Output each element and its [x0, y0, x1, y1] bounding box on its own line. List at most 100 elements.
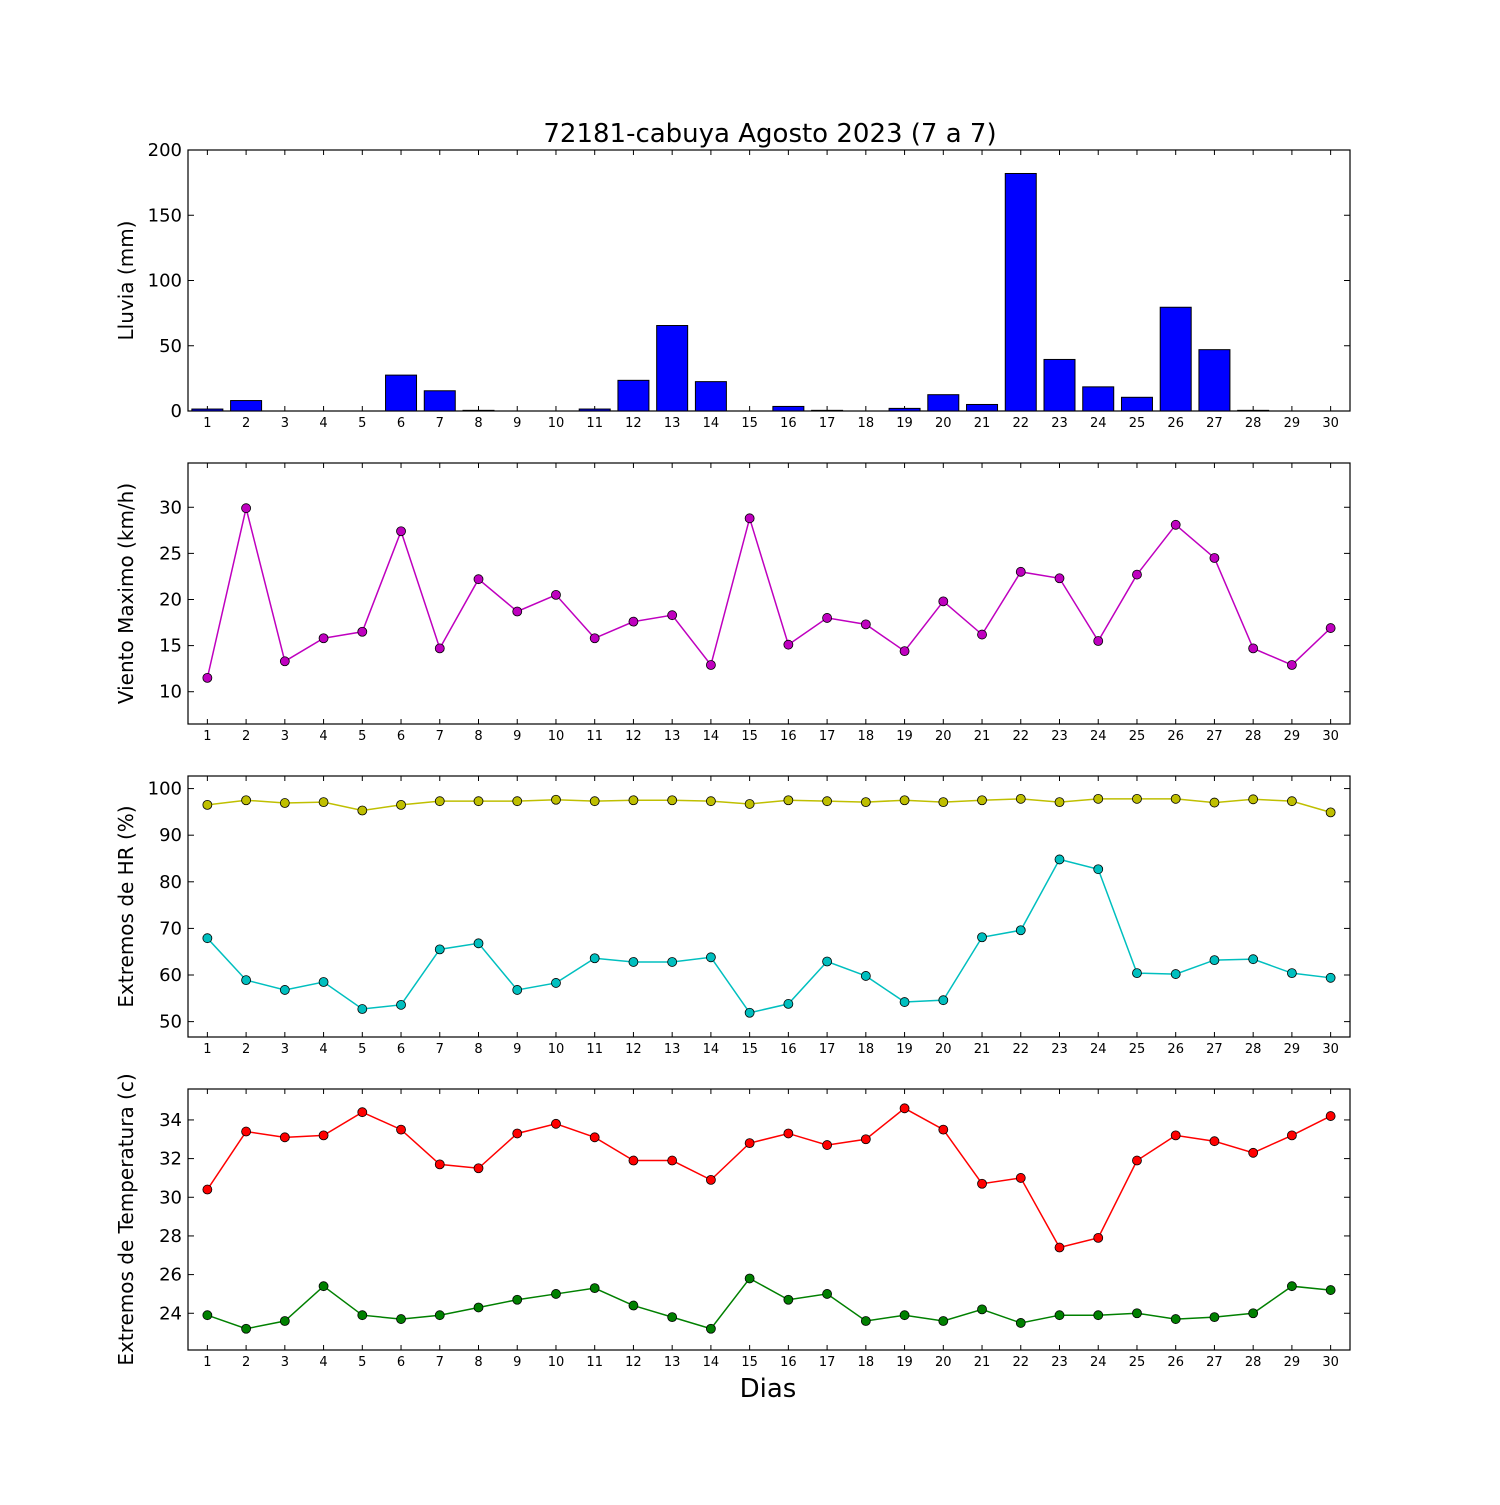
- x-tick-label: 17: [819, 1355, 836, 1370]
- x-tick-label: 6: [397, 729, 405, 744]
- data-point: [1287, 796, 1297, 807]
- x-tick-label: 22: [1012, 729, 1029, 744]
- x-tick-label: 15: [741, 1355, 758, 1370]
- y-tick-label: 100: [148, 271, 182, 292]
- x-tick-label: 14: [703, 416, 720, 431]
- data-point: [589, 796, 600, 807]
- x-tick-label: 5: [358, 1042, 366, 1057]
- x-tick-label: 10: [548, 729, 565, 744]
- x-tick-label: 29: [1284, 416, 1301, 431]
- data-point: [1015, 1173, 1026, 1183]
- bar: [1043, 358, 1076, 412]
- data-point: [1325, 1111, 1336, 1121]
- x-tick-label: 20: [935, 1042, 952, 1057]
- x-tick-label: 16: [780, 729, 797, 744]
- data-point: [899, 997, 910, 1007]
- data-point: [667, 1312, 678, 1323]
- x-tick-label: 17: [819, 729, 836, 744]
- x-tick-label: 3: [281, 729, 289, 744]
- y-tick-label: 200: [148, 140, 182, 161]
- x-tick-label: 18: [858, 416, 875, 431]
- data-point: [783, 639, 794, 650]
- data-point: [860, 797, 871, 807]
- data-point: [1209, 955, 1220, 965]
- x-tick-label: 15: [741, 416, 758, 431]
- data-point: [667, 1155, 678, 1166]
- bar: [1082, 386, 1115, 412]
- x-tick-label: 11: [586, 1355, 603, 1370]
- x-tick-label: 28: [1245, 1042, 1262, 1057]
- data-point: [1325, 807, 1336, 818]
- bar: [811, 409, 844, 412]
- data-point: [977, 932, 987, 943]
- data-point: [1015, 566, 1026, 577]
- data-point: [783, 1294, 794, 1305]
- y-tick-label: 50: [159, 1012, 182, 1033]
- x-tick-label: 21: [974, 1355, 991, 1370]
- data-point: [396, 999, 406, 1010]
- data-point: [473, 574, 484, 585]
- x-tick-label: 8: [474, 1042, 482, 1057]
- data-point: [938, 1316, 949, 1326]
- bar: [927, 394, 960, 412]
- y-axis-label: Viento Maximo (km/h): [114, 483, 138, 704]
- data-point: [241, 1126, 252, 1137]
- data-point: [822, 613, 832, 623]
- x-tick-label: 7: [436, 1355, 444, 1370]
- data-point: [551, 1289, 561, 1299]
- data-point: [899, 1103, 910, 1114]
- x-tick-label: 22: [1012, 416, 1029, 431]
- x-tick-label: 19: [896, 1042, 913, 1057]
- data-point: [589, 633, 600, 644]
- data-point: [783, 999, 794, 1009]
- x-tick-label: 10: [548, 1355, 565, 1370]
- x-tick-label: 6: [397, 416, 405, 431]
- data-point: [202, 1310, 213, 1321]
- y-tick-label: 26: [159, 1265, 182, 1286]
- data-point: [1209, 1136, 1220, 1147]
- data-point: [1132, 1155, 1142, 1166]
- data-point: [977, 629, 987, 640]
- data-point: [396, 1124, 406, 1135]
- y-tick-label: 60: [159, 965, 182, 986]
- x-tick-label: 3: [281, 1355, 289, 1370]
- data-point: [1209, 797, 1220, 808]
- y-tick-label: 30: [159, 1187, 182, 1208]
- y-tick-label: 28: [159, 1226, 182, 1247]
- y-tick-label: 90: [159, 825, 182, 846]
- x-tick-label: 25: [1129, 1355, 1146, 1370]
- data-point: [589, 953, 600, 964]
- x-tick-label: 26: [1167, 1355, 1184, 1370]
- data-point: [318, 797, 329, 807]
- data-point: [589, 1283, 600, 1294]
- data-point: [1287, 968, 1297, 979]
- x-tick-label: 9: [513, 1042, 521, 1057]
- data-point: [551, 978, 561, 988]
- data-point: [744, 1007, 755, 1018]
- x-tick-label: 17: [819, 1042, 836, 1057]
- x-tick-label: 16: [780, 1355, 797, 1370]
- x-tick-label: 1: [203, 729, 211, 744]
- data-point: [551, 794, 561, 805]
- data-point: [822, 1140, 832, 1150]
- series-line: [206, 508, 1332, 679]
- x-tick-label: 10: [548, 416, 565, 431]
- x-tick-label: 4: [319, 416, 327, 431]
- data-point: [1170, 1314, 1181, 1324]
- data-point: [473, 938, 484, 949]
- series-line: [207, 798, 1331, 814]
- x-tick-label: 19: [896, 1355, 913, 1370]
- series-line: [206, 858, 1331, 1014]
- x-tick-label: 30: [1322, 416, 1339, 431]
- data-point: [938, 797, 949, 807]
- data-point: [279, 1132, 290, 1143]
- data-point: [1170, 969, 1181, 979]
- data-point: [473, 1163, 484, 1174]
- data-point: [1248, 794, 1259, 805]
- x-tick-label: 15: [741, 729, 758, 744]
- x-tick-label: 24: [1090, 1355, 1107, 1370]
